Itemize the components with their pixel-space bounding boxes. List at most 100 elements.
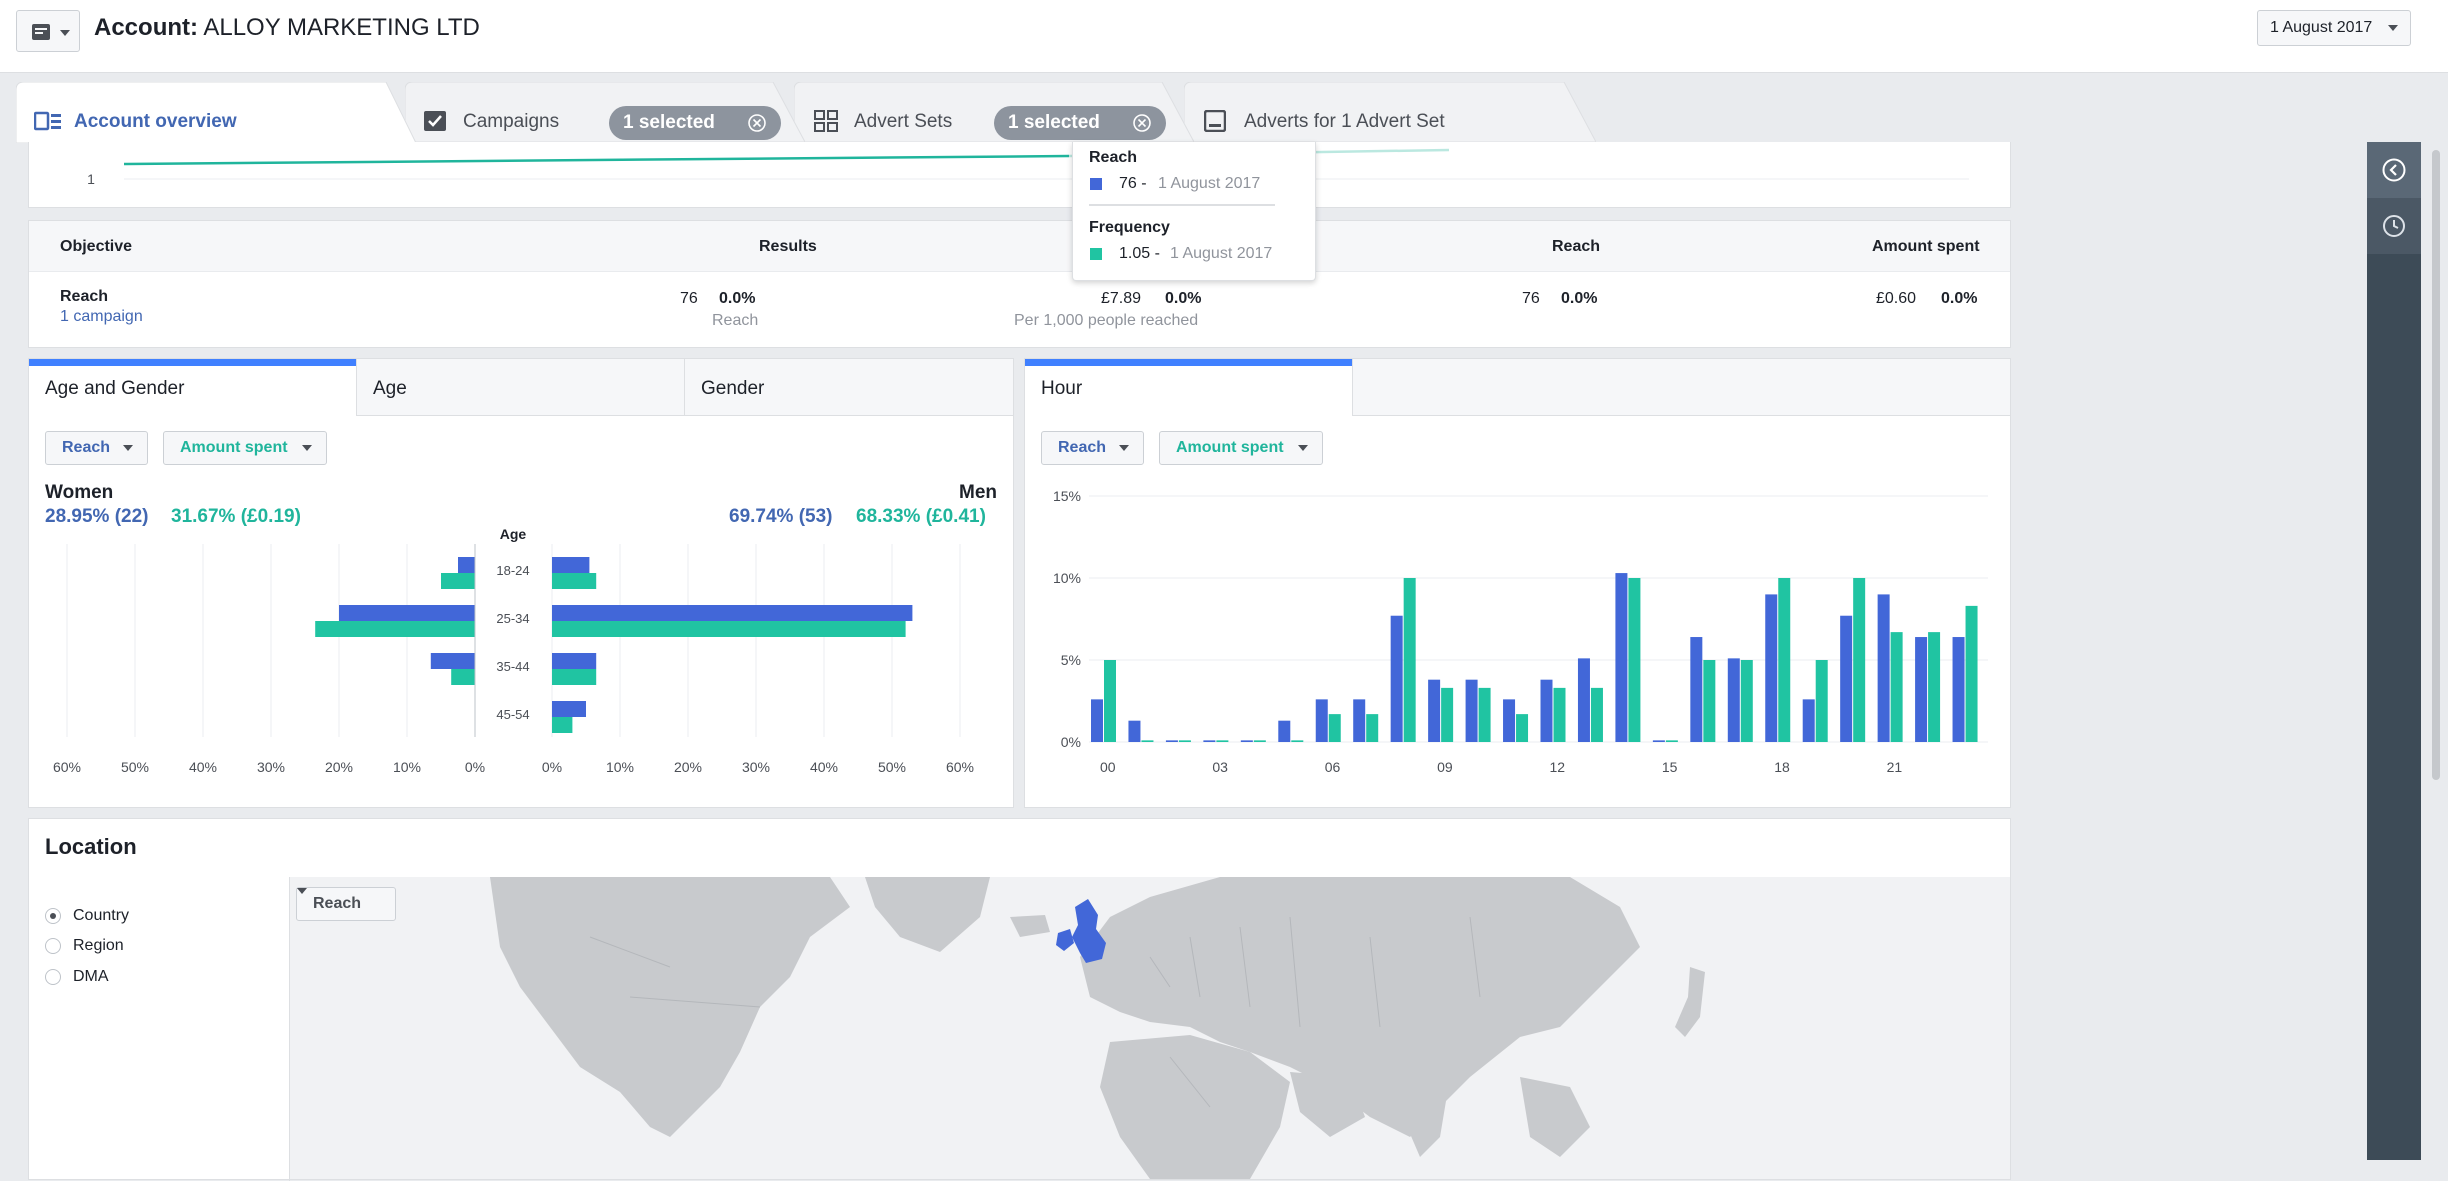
tab-account-overview[interactable]: Account overview	[16, 82, 416, 143]
bar-hour-reach	[1240, 740, 1253, 742]
bar-hour-reach	[1465, 679, 1478, 742]
bar-hour-spent	[1216, 740, 1229, 742]
col-header-results: Results	[759, 238, 817, 255]
men-reach-stat: 69.74% (53)	[729, 506, 833, 527]
bar-men-reach	[552, 701, 586, 717]
cost-sublabel: Per 1,000 people reached	[1014, 312, 1199, 329]
location-metric-dropdown[interactable]: Reach	[296, 887, 396, 921]
collapse-sidebar-button[interactable]	[2367, 142, 2421, 198]
active-tab-indicator	[1025, 359, 1352, 366]
bar-hour-spent	[1291, 740, 1304, 742]
tab-gender[interactable]: Gender	[685, 359, 1013, 415]
y-tick-label: 0%	[1061, 734, 1081, 750]
bar-hour-reach	[1091, 699, 1103, 742]
active-tab-indicator	[29, 359, 356, 366]
clear-selection-icon[interactable]	[747, 113, 767, 133]
location-panel: Location Country Region DMA	[28, 818, 2011, 1181]
hour-panel: Hour Reach Amount spent 0% 5% 10% 15% 00 03 06…	[1024, 358, 2011, 808]
bar-hour-spent	[1178, 740, 1191, 742]
x-tick-label: 0%	[465, 759, 485, 775]
bar-hour-reach	[1802, 699, 1815, 742]
world-map-shapes	[490, 877, 1705, 1179]
x-tick-label: 60%	[53, 759, 81, 775]
bar-hour-spent	[1328, 714, 1341, 742]
caret-down-icon	[123, 445, 133, 451]
x-tick-label: 0%	[542, 759, 562, 775]
tab-age[interactable]: Age	[357, 359, 685, 415]
bar-hour-spent	[1928, 632, 1941, 742]
tooltip-divider	[1089, 204, 1275, 206]
bar-hour-spent	[1740, 660, 1753, 742]
bar-hour-reach	[1540, 679, 1553, 742]
x-tick-label: 40%	[810, 759, 838, 775]
hour-metric1-dropdown[interactable]: Reach	[1041, 431, 1144, 465]
advert-sets-selected-pill[interactable]: 1 selected	[994, 106, 1166, 140]
account-overview-icon	[34, 111, 61, 131]
x-tick-label: 30%	[742, 759, 770, 775]
objective-value: Reach	[60, 288, 109, 305]
radio-region-label: Region	[73, 937, 124, 954]
results-value: 76	[680, 290, 698, 307]
metric2-dropdown[interactable]: Amount spent	[163, 431, 327, 465]
x-tick-label: 12	[1549, 759, 1565, 775]
cost-value: £7.89	[1101, 290, 1142, 307]
bar-hour-spent	[1778, 578, 1791, 742]
tooltip-frequency-title: Frequency	[1089, 219, 1170, 236]
metric1-label: Reach	[62, 439, 111, 456]
history-button[interactable]	[2367, 198, 2421, 254]
tooltip-reach-swatch	[1090, 178, 1102, 190]
campaigns-selected-pill[interactable]: 1 selected	[609, 106, 781, 140]
campaigns-selected-label: 1 selected	[623, 112, 715, 133]
arabia-shape	[1290, 1072, 1365, 1137]
tab-age-and-gender-label: Age and Gender	[45, 378, 185, 399]
ireland-shape[interactable]	[1056, 929, 1074, 951]
tab-gender-label: Gender	[701, 378, 765, 399]
tab-campaigns[interactable]: Campaigns 1 selected	[405, 82, 805, 142]
bar-women-spent	[315, 621, 475, 637]
united-kingdom-shape[interactable]	[1072, 899, 1106, 963]
x-tick-label: 50%	[878, 759, 906, 775]
bar-hour-spent	[1403, 578, 1416, 742]
summary-header-row	[29, 221, 2010, 272]
tab-advert-sets-label: Advert Sets	[854, 111, 953, 132]
eurasia-shape	[1080, 877, 1640, 1137]
women-spent-stat: 31.67% (£0.19)	[171, 506, 301, 527]
caret-down-icon	[302, 445, 312, 451]
hour-metric2-dropdown[interactable]: Amount spent	[1159, 431, 1323, 465]
radio-region-circle[interactable]	[45, 938, 61, 954]
bar-hour-reach	[1765, 594, 1778, 742]
radio-country-circle[interactable]	[45, 908, 61, 924]
objective-campaign-link[interactable]: 1 campaign	[60, 308, 143, 325]
tab-age-and-gender[interactable]: Age and Gender	[29, 359, 357, 416]
clear-selection-icon[interactable]	[1132, 113, 1152, 133]
demographics-panel: Age and Gender Age Gender Reach Amount s…	[28, 358, 1014, 808]
col-header-objective: Objective	[60, 238, 133, 255]
grid-icon	[814, 110, 838, 132]
radio-dma-circle[interactable]	[45, 969, 61, 985]
caret-down-icon	[1119, 445, 1129, 451]
greenland-shape	[865, 877, 990, 952]
tab-advert-sets[interactable]: Advert Sets 1 selected	[794, 82, 1194, 142]
date-picker-button[interactable]: 1 August 2017	[2257, 10, 2411, 46]
x-tick-label: 20%	[674, 759, 702, 775]
results-change: 0.0%	[719, 290, 756, 307]
country-borders	[589, 916, 1481, 1108]
x-tick-label: 10%	[393, 759, 421, 775]
location-options: Country Region DMA	[29, 877, 290, 1181]
scrollbar-thumb[interactable]	[2432, 150, 2440, 780]
tab-hour[interactable]: Hour	[1025, 359, 1353, 416]
page-title: Account: ALLOY MARKETING LTD	[94, 12, 480, 44]
india-shape	[1400, 1077, 1450, 1157]
x-tick-label: 03	[1212, 759, 1228, 775]
tab-adverts[interactable]: Adverts for 1 Advert Set	[1184, 82, 1596, 142]
bar-men-spent	[552, 669, 597, 685]
world-map[interactable]: Reach	[290, 877, 2010, 1179]
metric1-dropdown[interactable]: Reach	[45, 431, 148, 465]
demographics-tabs: Age and Gender Age Gender	[29, 359, 1013, 416]
radio-country-label: Country	[73, 907, 130, 924]
account-label: Account:	[94, 14, 198, 41]
results-sublabel: Reach	[712, 312, 759, 329]
bar-hour-spent	[1815, 660, 1828, 742]
tooltip-frequency-date: 1 August 2017	[1170, 245, 1273, 262]
menu-dropdown-button[interactable]	[16, 10, 80, 52]
